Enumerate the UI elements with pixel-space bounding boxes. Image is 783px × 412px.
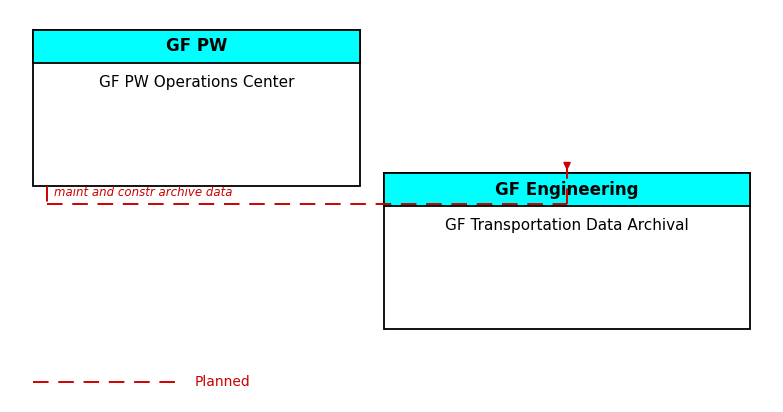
Text: GF PW: GF PW: [166, 37, 227, 55]
Text: GF Engineering: GF Engineering: [496, 180, 639, 199]
Bar: [33, 30, 360, 63]
Bar: [384, 173, 750, 206]
Text: Planned: Planned: [195, 375, 251, 389]
Text: GF PW Operations Center: GF PW Operations Center: [99, 75, 294, 90]
Bar: [33, 30, 360, 185]
Text: GF Transportation Data Archival: GF Transportation Data Archival: [446, 218, 689, 233]
Text: maint and constr archive data: maint and constr archive data: [55, 186, 233, 199]
Bar: [384, 173, 750, 329]
